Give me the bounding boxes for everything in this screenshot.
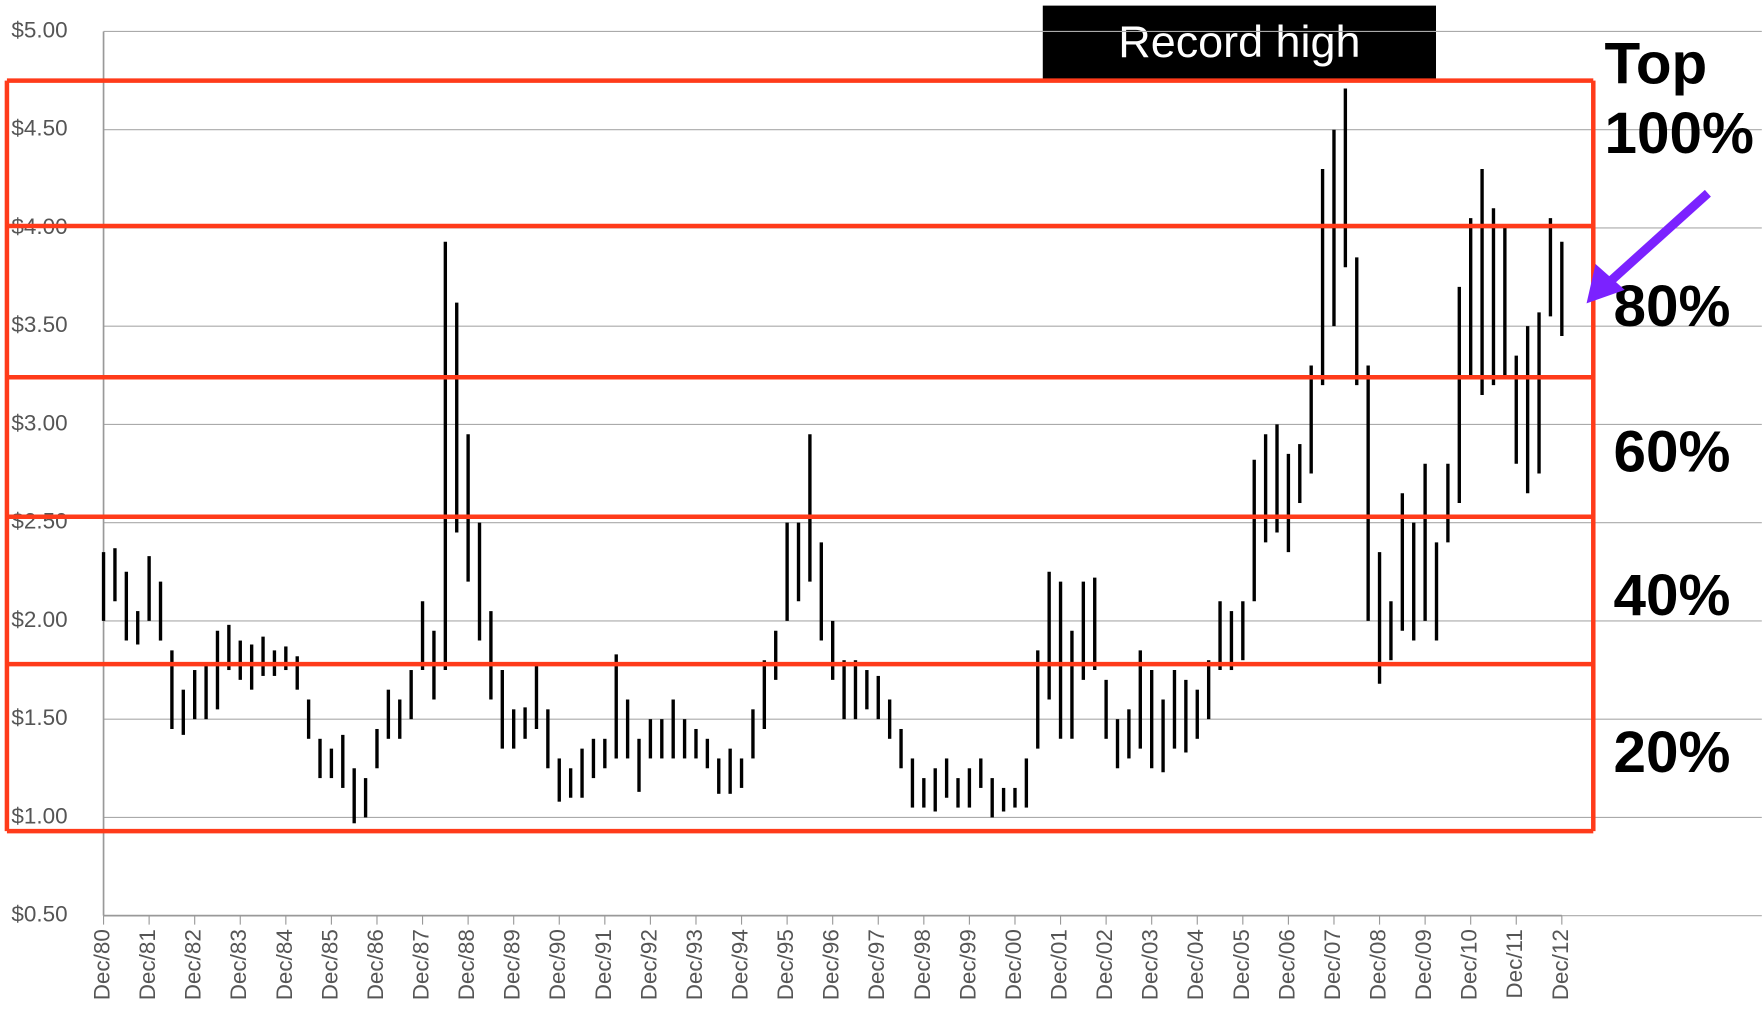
x-tick-label: Dec/96 bbox=[819, 929, 844, 1000]
x-tick-label: Dec/80 bbox=[89, 929, 114, 1000]
x-tick-label: Dec/89 bbox=[500, 929, 525, 1000]
x-tick-label: Dec/05 bbox=[1229, 929, 1254, 1000]
y-tick-label: $1.00 bbox=[11, 803, 67, 828]
x-tick-label: Dec/00 bbox=[1001, 929, 1026, 1000]
x-tick-label: Dec/86 bbox=[363, 929, 388, 1000]
band-label: 20% bbox=[1614, 720, 1731, 785]
x-tick-label: Dec/09 bbox=[1411, 929, 1436, 1000]
y-tick-label: $3.00 bbox=[11, 410, 67, 435]
x-tick-label: Dec/94 bbox=[727, 929, 752, 1000]
x-tick-label: Dec/97 bbox=[864, 929, 889, 1000]
annotation-box bbox=[1042, 5, 1437, 80]
x-tick-label: Dec/12 bbox=[1548, 929, 1573, 1000]
x-tick-label: Dec/83 bbox=[226, 929, 251, 1000]
x-tick-label: Dec/81 bbox=[135, 929, 160, 1000]
y-tick-label: $3.50 bbox=[11, 312, 67, 337]
x-tick-label: Dec/82 bbox=[181, 929, 206, 1000]
x-tick-label: Dec/88 bbox=[454, 929, 479, 1000]
x-tick-label: Dec/95 bbox=[773, 929, 798, 1000]
y-tick-label: $2.50 bbox=[11, 509, 67, 534]
y-tick-label: $5.00 bbox=[11, 17, 67, 42]
x-tick-label: Dec/06 bbox=[1274, 929, 1299, 1000]
band-label: 80% bbox=[1614, 274, 1731, 339]
arrow bbox=[1601, 189, 1711, 290]
y-tick-label: $1.50 bbox=[11, 705, 67, 730]
x-tick-label: Dec/03 bbox=[1138, 929, 1163, 1000]
x-tick-label: Dec/01 bbox=[1046, 929, 1071, 1000]
x-tick-label: Dec/08 bbox=[1365, 929, 1390, 1000]
plot-area: $0.50$1.00$1.50$2.00$2.50$3.00$3.50$4.00… bbox=[4, 17, 1762, 1000]
x-tick-label: Dec/92 bbox=[636, 929, 661, 1000]
x-tick-label: Dec/98 bbox=[910, 929, 935, 1000]
x-tick-label: Dec/04 bbox=[1183, 929, 1208, 1000]
top-label: Top bbox=[1605, 31, 1708, 96]
x-tick-label: Dec/02 bbox=[1092, 929, 1117, 1000]
x-tick-label: Dec/90 bbox=[545, 929, 570, 1000]
x-tick-label: Dec/91 bbox=[591, 929, 616, 1000]
y-tick-label: $4.50 bbox=[11, 116, 67, 141]
band-label: 40% bbox=[1614, 563, 1731, 628]
x-tick-label: Dec/87 bbox=[408, 929, 433, 1000]
x-tick-label: Dec/99 bbox=[955, 929, 980, 1000]
x-tick-label: Dec/85 bbox=[317, 929, 342, 1000]
x-tick-label: Dec/93 bbox=[682, 929, 707, 1000]
x-tick-label: Dec/84 bbox=[272, 929, 297, 1000]
x-tick-label: Dec/11 bbox=[1502, 929, 1527, 998]
band-label: 60% bbox=[1614, 419, 1731, 484]
x-tick-label: Dec/10 bbox=[1457, 929, 1482, 1000]
band-label: 100% bbox=[1605, 101, 1754, 166]
annotation: Record high bbox=[1118, 16, 1360, 67]
arrow-head bbox=[1586, 264, 1625, 304]
y-tick-label: $0.50 bbox=[11, 902, 67, 927]
y-tick-label: $2.00 bbox=[11, 607, 67, 632]
x-tick-label: Dec/07 bbox=[1320, 929, 1345, 1000]
